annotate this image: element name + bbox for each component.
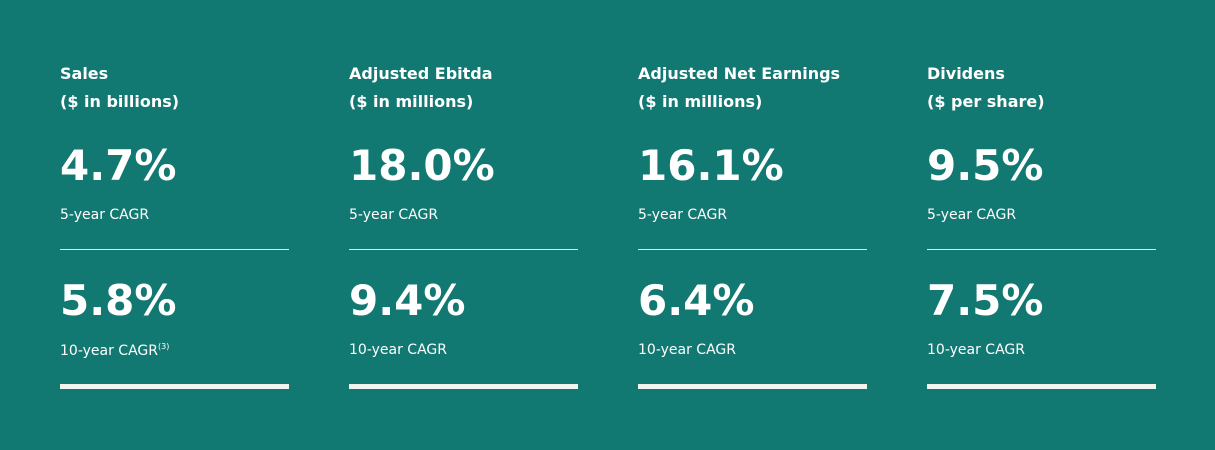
metric-label-text: 5-year CAGR <box>60 207 150 223</box>
stat-column: Adjusted Ebitda ($ in millions) 18.0% 5-yea… <box>349 0 578 450</box>
metric-value: 18.0% <box>349 141 495 190</box>
column-title: Sales <box>60 64 109 83</box>
metric-value: 16.1% <box>638 141 784 190</box>
metric-label: 10-year CAGR <box>927 342 1025 358</box>
divider <box>60 249 289 250</box>
column-title: Adjusted Ebitda <box>349 64 493 83</box>
bottom-bar <box>927 384 1156 389</box>
column-title: ($ in billions) <box>60 92 180 111</box>
footnote-marker: (3) <box>158 342 170 351</box>
metric-value: 5.8% <box>60 276 177 325</box>
divider <box>349 249 578 250</box>
bottom-bar <box>349 384 578 389</box>
divider <box>927 249 1156 250</box>
stat-column: Dividens ($ per share) 9.5% 5-year CAGR 7.5%… <box>927 0 1156 450</box>
column-title: ($ per share) <box>927 92 1045 111</box>
metric-value: 4.7% <box>60 141 177 190</box>
metric-value: 9.5% <box>927 141 1044 190</box>
metric-label: 5-year CAGR <box>638 207 727 223</box>
metric-label: 10-year CAGR(3) <box>60 342 169 359</box>
bottom-bar <box>638 384 867 389</box>
column-title: ($ in millions) <box>638 92 763 111</box>
metric-label-text: 10-year CAGR <box>927 342 1025 358</box>
metric-label: 10-year CAGR <box>638 342 736 358</box>
metric-label: 5-year CAGR <box>349 207 438 223</box>
metric-value: 7.5% <box>927 276 1044 325</box>
metric-value: 9.4% <box>349 276 466 325</box>
metric-label-text: 10-year CAGR <box>638 342 736 358</box>
metric-label-text: 5-year CAGR <box>927 207 1017 223</box>
column-title: Adjusted Net Earnings <box>638 64 841 83</box>
column-title: Dividens <box>927 64 1005 83</box>
metric-label-text: 5-year CAGR <box>638 207 728 223</box>
stat-column: Adjusted Net Earnings ($ in millions) 16.1… <box>638 0 867 450</box>
metric-label: 5-year CAGR <box>60 207 149 223</box>
metric-label-text: 10-year CAGR <box>60 343 158 359</box>
metric-label-text: 5-year CAGR <box>349 207 439 223</box>
metric-value: 6.4% <box>638 276 755 325</box>
metric-label-text: 10-year CAGR <box>349 342 447 358</box>
metric-label: 10-year CAGR <box>349 342 447 358</box>
column-title: ($ in millions) <box>349 92 474 111</box>
stat-column: Sales ($ in billions) 4.7% 5-year CAGR 5.8% 1… <box>60 0 289 450</box>
metric-label: 5-year CAGR <box>927 207 1016 223</box>
bottom-bar <box>60 384 289 389</box>
divider <box>638 249 867 250</box>
